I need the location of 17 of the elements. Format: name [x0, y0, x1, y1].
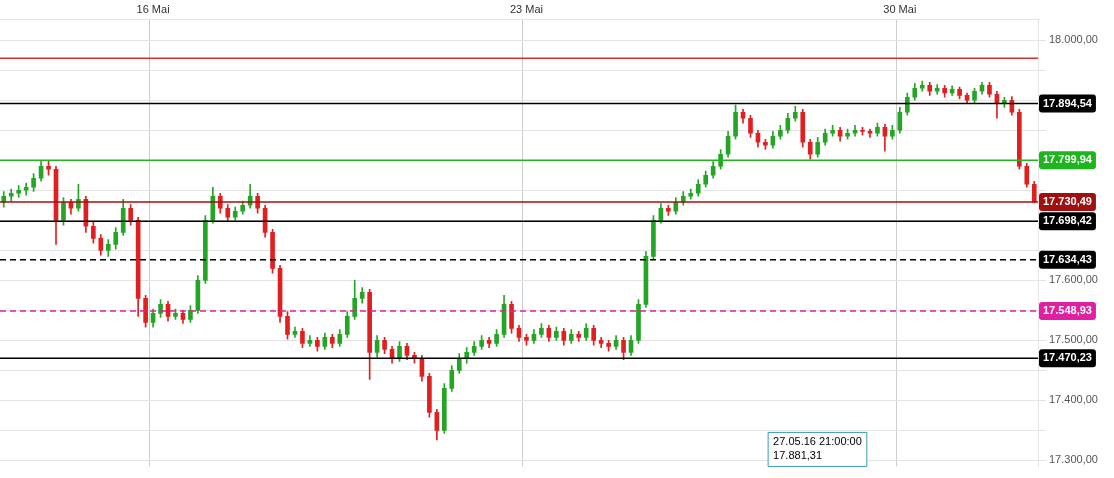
y-tick-label: 17.400,00 [1049, 393, 1098, 406]
annotation: 27.05.16 21:00:00 [773, 434, 862, 447]
ref-line-label: 17.470,23 [1043, 351, 1092, 364]
ref-line-label: 17.698,42 [1043, 214, 1092, 227]
ref-line-label: 17.799,94 [1043, 153, 1093, 166]
y-tick-label: 17.600,00 [1049, 273, 1098, 286]
ref-line-label: 17.894,54 [1043, 96, 1093, 109]
x-tick-label: 16 Mai [136, 2, 170, 15]
y-tick-label: 17.300,00 [1049, 453, 1098, 466]
ref-line-label: 17.730,49 [1043, 195, 1092, 208]
y-tick-label: 18.000,00 [1049, 33, 1098, 46]
x-tick-label: 30 Mai [883, 2, 917, 15]
x-tick-label: 23 Mai [509, 2, 543, 15]
ref-line-label: 17.634,43 [1043, 252, 1092, 265]
y-tick-label: 17.500,00 [1049, 333, 1098, 346]
ref-line-label: 17.548,93 [1043, 304, 1092, 316]
annotation: 17.881,31 [773, 448, 823, 461]
